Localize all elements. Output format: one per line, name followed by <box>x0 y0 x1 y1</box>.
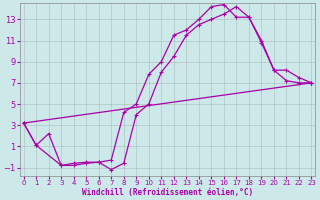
X-axis label: Windchill (Refroidissement éolien,°C): Windchill (Refroidissement éolien,°C) <box>82 188 253 197</box>
